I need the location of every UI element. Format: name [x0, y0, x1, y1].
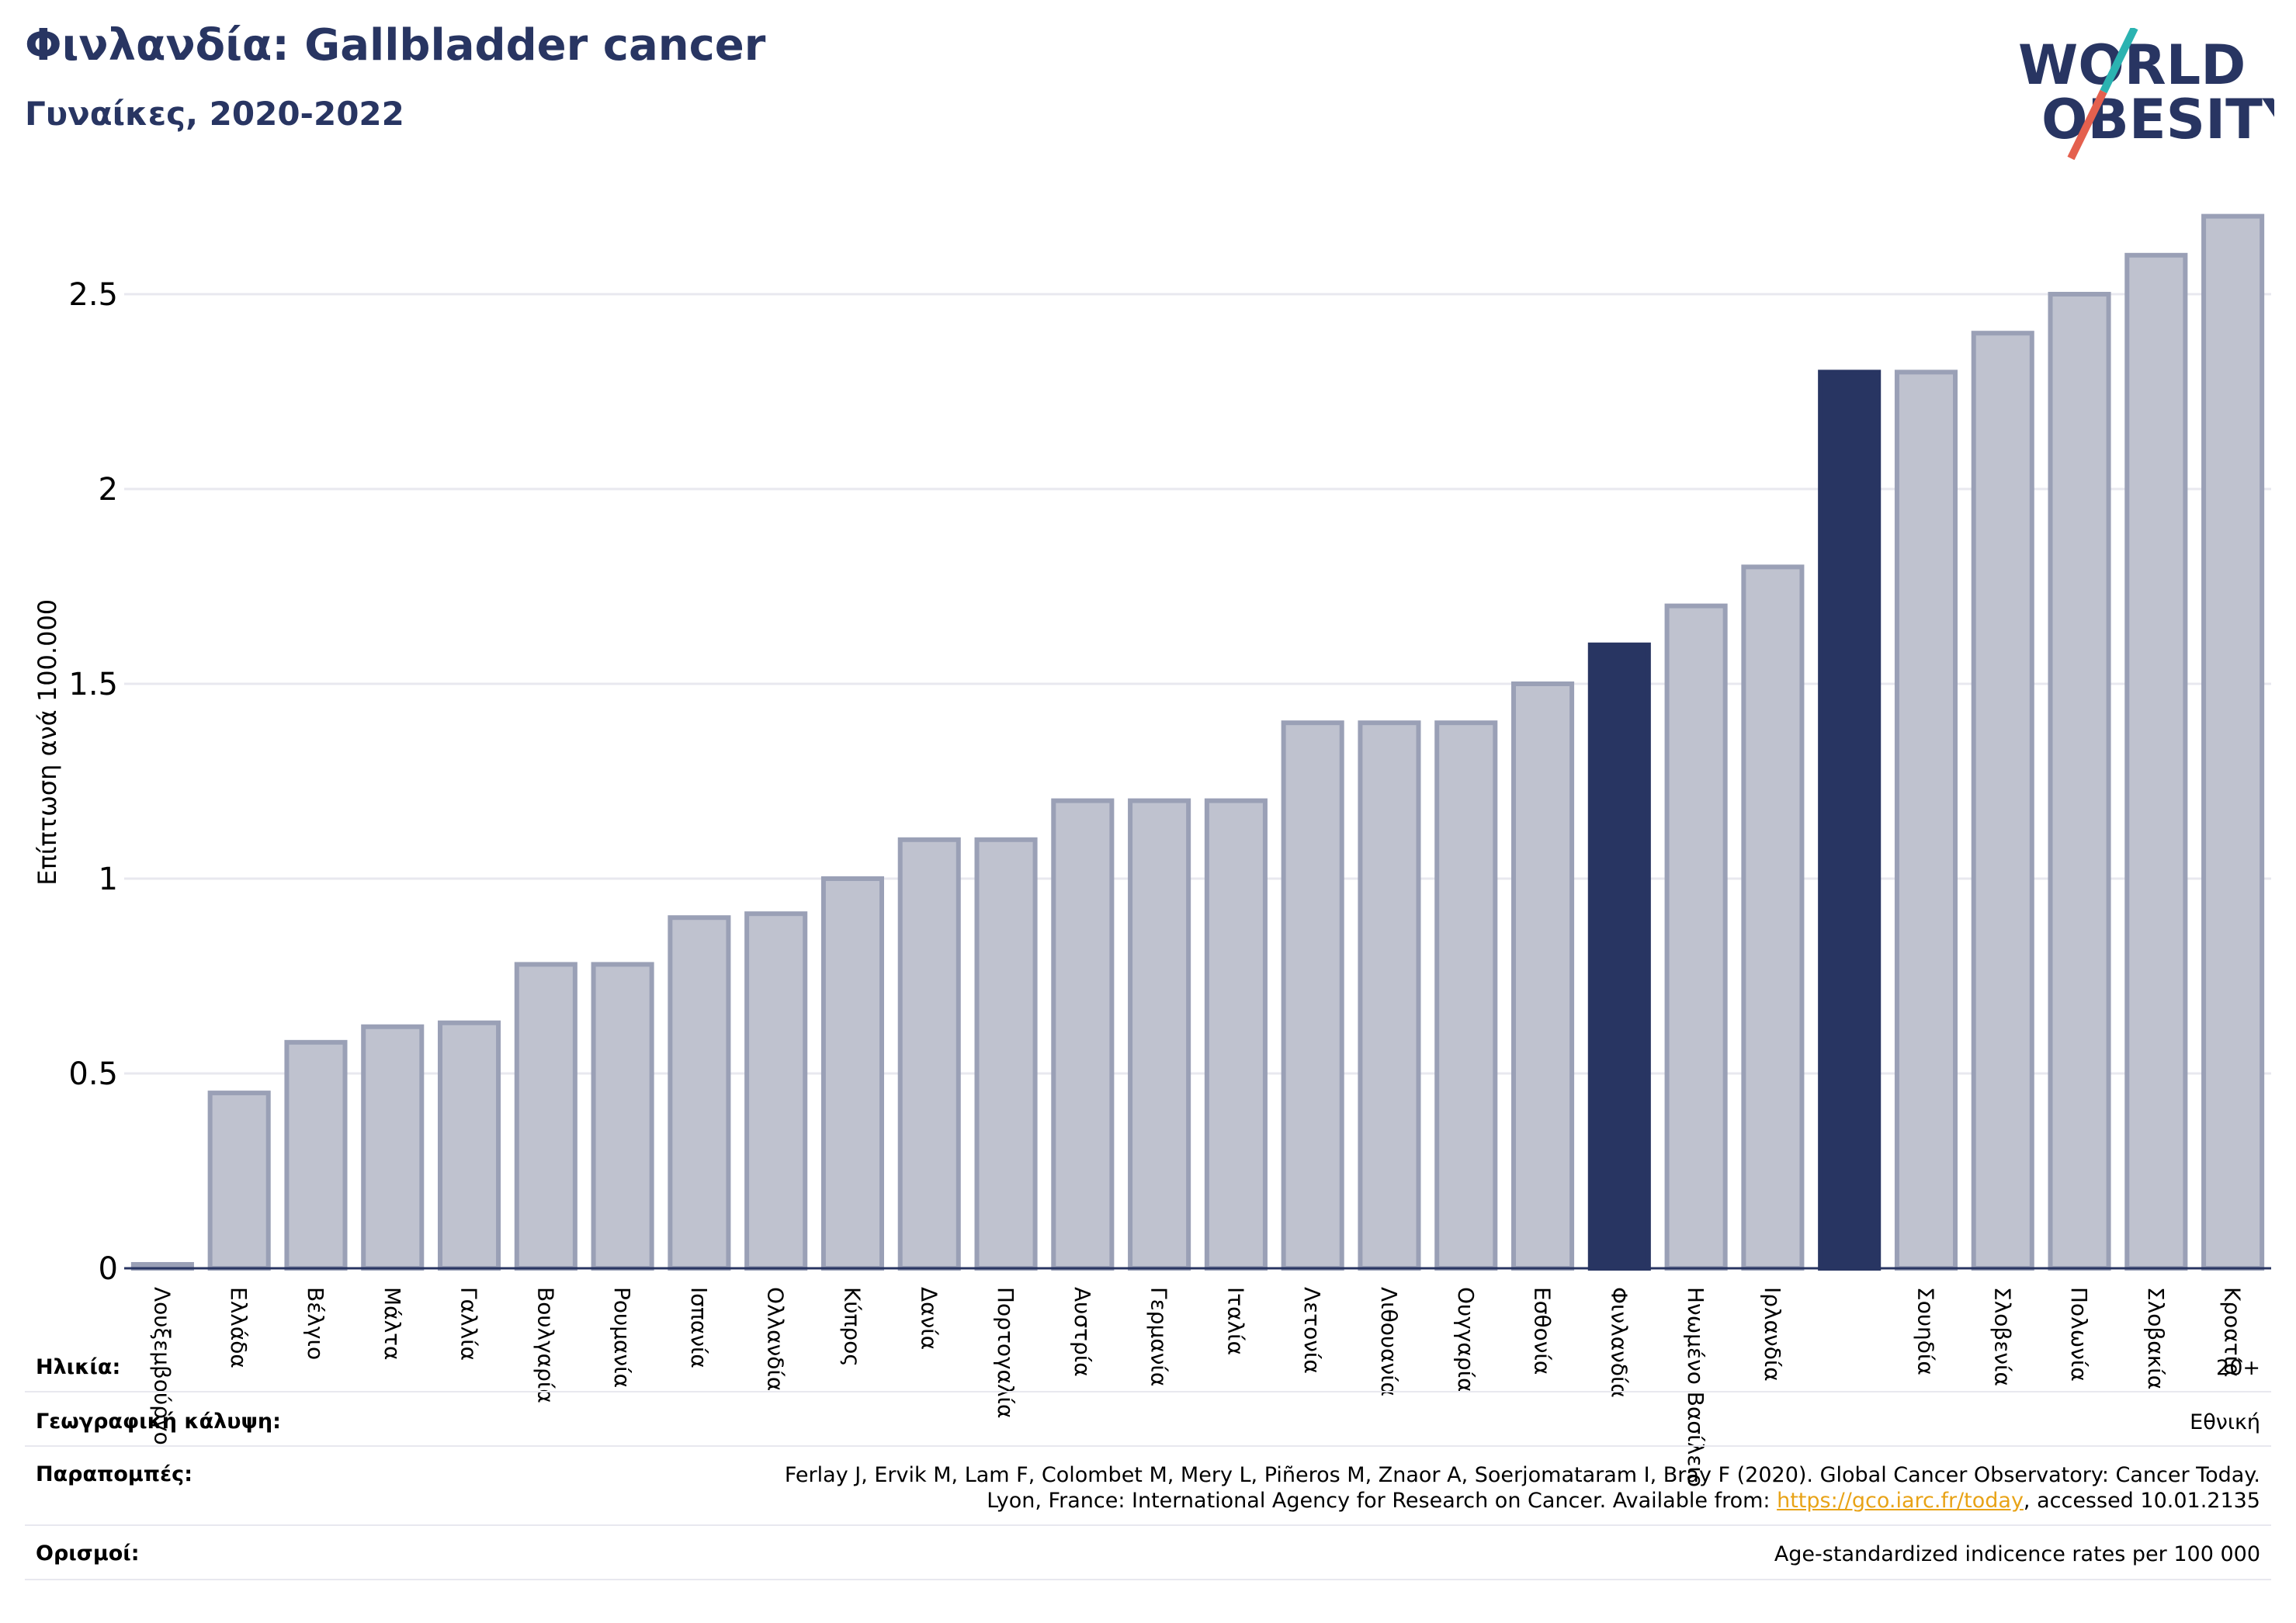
bar: [1587, 642, 1651, 1271]
bar: [744, 911, 808, 1271]
x-tick-label: Ιρλανδία: [1760, 1287, 1785, 1382]
x-tick-label: Γερμανία: [1146, 1287, 1172, 1386]
bar: [1741, 564, 1805, 1271]
bar: [1664, 603, 1728, 1271]
bar: [437, 1020, 501, 1271]
x-tick-label: Εσθονία: [1530, 1287, 1556, 1375]
x-tick-label: Βέλγιο: [303, 1287, 328, 1360]
x-tick-label: Δανία: [916, 1287, 942, 1350]
references-line2-text: Lyon, France: International Agency for R…: [987, 1489, 1777, 1513]
x-tick-label: Κύπρος: [839, 1287, 865, 1367]
references-line1: Ferlay J, Ervik M, Lam F, Colombet M, Me…: [784, 1463, 2260, 1487]
x-tick-label: Σουηδία: [1913, 1287, 1938, 1375]
y-tick-label: 0.5: [68, 1056, 118, 1092]
y-axis-label: Επίπτωση ανά 100.000: [33, 599, 62, 886]
bar: [2048, 292, 2111, 1271]
x-tick-label: Κροατία: [2220, 1287, 2246, 1378]
bar: [1281, 720, 1344, 1271]
x-tick-label: Μάλτα: [380, 1287, 405, 1361]
y-tick-label: 1: [99, 862, 118, 897]
divider: [25, 1579, 2271, 1580]
bar: [897, 837, 961, 1271]
x-tick-label: Σλοβενία: [1989, 1287, 2015, 1386]
chart-subtitle: Γυναίκες, 2020-2022: [25, 95, 404, 133]
references-line2: Lyon, France: International Agency for R…: [785, 1488, 2260, 1514]
x-tick-label: Σλοβακία: [2143, 1287, 2169, 1389]
bar: [591, 962, 654, 1271]
x-tick-label: Ισπανία: [686, 1287, 712, 1368]
bar: [1818, 369, 1882, 1271]
bar: [1971, 331, 2034, 1271]
x-tick-label: Γαλλία: [456, 1287, 482, 1361]
x-tick-label: Ηνωμένο Βασίλειο: [1683, 1287, 1708, 1487]
y-tick-label: 2.5: [68, 277, 118, 313]
x-tick-label: Φινλανδία: [1606, 1287, 1632, 1398]
x-tick-label: Ουγγαρία: [1453, 1287, 1479, 1392]
definitions-label: Ορισμοί:: [36, 1542, 140, 1566]
x-tick-label: Αυστρία: [1070, 1287, 1095, 1377]
logo-slash-bottom: [2067, 89, 2107, 160]
logo-line1: WORLD: [2018, 33, 2246, 97]
definitions-value: Age-standardized indicence rates per 100…: [1774, 1542, 2260, 1566]
bar: [1128, 798, 1191, 1271]
coverage-label: Γεωγραφική κάλυψη:: [36, 1410, 281, 1434]
bar: [1204, 798, 1268, 1271]
divider: [25, 1524, 2271, 1526]
x-tick-label: Πορτογαλία: [993, 1287, 1018, 1418]
references-accessed: , accessed 10.01.2135: [2023, 1489, 2260, 1513]
bar: [207, 1091, 271, 1271]
x-tick-label: Λουξεμβούργο: [149, 1287, 175, 1445]
bar: [361, 1024, 425, 1271]
bar: [2201, 213, 2265, 1271]
references-link[interactable]: https://gco.iarc.fr/today: [1777, 1489, 2024, 1513]
logo-slash-top: [2100, 28, 2138, 94]
x-tick-label: Ιταλία: [1223, 1287, 1248, 1355]
y-tick-label: 2: [99, 472, 118, 508]
bar: [284, 1039, 348, 1271]
bar: [668, 915, 731, 1271]
x-tick-label: Ελλάδα: [226, 1287, 251, 1368]
bar: [1894, 369, 1958, 1271]
y-tick-label: 0: [99, 1251, 118, 1287]
bar: [1051, 798, 1115, 1271]
bar: [1510, 681, 1575, 1271]
age-value: 20+: [2216, 1356, 2260, 1380]
bar: [2124, 252, 2188, 1271]
age-label: Ηλικία:: [36, 1355, 121, 1379]
x-tick-label: Βουλγαρία: [532, 1287, 558, 1403]
divider: [25, 1391, 2271, 1392]
bar: [1434, 720, 1498, 1271]
references-label: Παραπομπές:: [36, 1462, 192, 1486]
x-tick-label: Ολλανδία: [763, 1287, 789, 1391]
x-tick-label: Λετονία: [1299, 1287, 1325, 1374]
references-text: Ferlay J, Ervik M, Lam F, Colombet M, Me…: [785, 1462, 2260, 1514]
bar: [820, 876, 885, 1271]
bar: [1358, 720, 1421, 1271]
bar: [974, 837, 1038, 1271]
x-tick-label: Λιθουανία: [1376, 1287, 1402, 1396]
x-tick-label: Πολωνία: [2066, 1287, 2092, 1382]
bar: [514, 962, 577, 1271]
coverage-value: Εθνική: [2190, 1410, 2260, 1434]
chart-title: Φινλανδία: Gallbladder cancer: [25, 20, 766, 71]
divider: [25, 1445, 2271, 1447]
y-tick-label: 1.5: [68, 667, 118, 702]
x-tick-label: Ρουμανία: [609, 1287, 635, 1388]
world-obesity-logo: WORLD OBESITY: [2018, 28, 2274, 160]
